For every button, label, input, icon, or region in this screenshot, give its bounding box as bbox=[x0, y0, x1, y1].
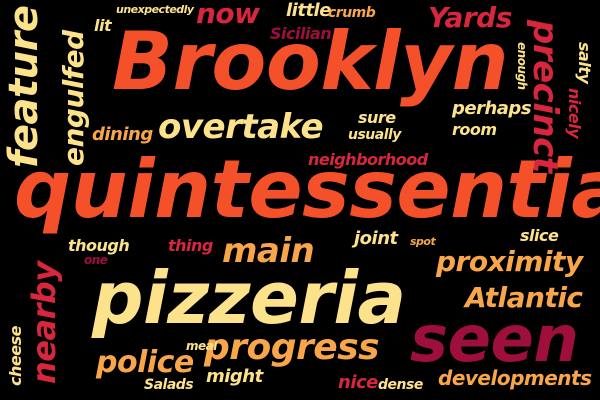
word-one: one bbox=[84, 253, 108, 267]
word-seen: seen bbox=[410, 303, 579, 377]
word-salads: Salads bbox=[144, 377, 194, 393]
word-perhaps: perhaps bbox=[452, 98, 532, 119]
word-nice: nice bbox=[338, 372, 378, 393]
word-cheese: cheese bbox=[6, 326, 25, 386]
word-yards: Yards bbox=[428, 1, 512, 34]
word-meal: meal bbox=[186, 339, 217, 353]
word-lit: lit bbox=[94, 16, 112, 35]
word-overtake: overtake bbox=[158, 107, 324, 147]
word-thing: thing bbox=[168, 236, 213, 255]
word-police: police bbox=[96, 345, 194, 380]
word-quintessential: quintessential bbox=[14, 143, 600, 236]
word-enough: enough bbox=[515, 42, 529, 90]
word-precinct: precinct bbox=[525, 20, 565, 173]
word-now: now bbox=[196, 0, 260, 30]
word-brooklyn: Brooklyn bbox=[112, 15, 509, 108]
word-nicely: nicely bbox=[565, 88, 584, 139]
word-developments: developments bbox=[438, 366, 592, 390]
word-room: room bbox=[452, 120, 497, 139]
word-proximity: proximity bbox=[436, 245, 583, 278]
word-spot: spot bbox=[410, 235, 436, 248]
word-usually: usually bbox=[348, 127, 401, 143]
word-joint: joint bbox=[354, 228, 398, 249]
word-might: might bbox=[206, 366, 263, 387]
word-though: though bbox=[68, 236, 130, 255]
word-dining: dining bbox=[92, 124, 153, 145]
word-nearby: nearby bbox=[25, 261, 63, 384]
word-little: little bbox=[286, 0, 331, 21]
word-salty: salty bbox=[575, 42, 594, 84]
word-crumb: crumb bbox=[328, 5, 376, 21]
word-slice: slice bbox=[520, 226, 559, 245]
word-dense: dense bbox=[378, 377, 423, 393]
word-progress: progress bbox=[204, 327, 380, 368]
word-main: main bbox=[222, 231, 315, 271]
word-sicilian: Sicilian bbox=[270, 24, 332, 43]
word-engulfed: engulfed bbox=[57, 30, 90, 166]
word-unexpectedly: unexpectedly bbox=[116, 3, 194, 16]
word-sure: sure bbox=[358, 108, 396, 127]
word-neighborhood: neighborhood bbox=[308, 150, 428, 169]
word-pizzeria: pizzeria bbox=[92, 256, 406, 340]
word-atlantic: Atlantic bbox=[465, 281, 583, 314]
word-feature: feature bbox=[1, 5, 47, 168]
